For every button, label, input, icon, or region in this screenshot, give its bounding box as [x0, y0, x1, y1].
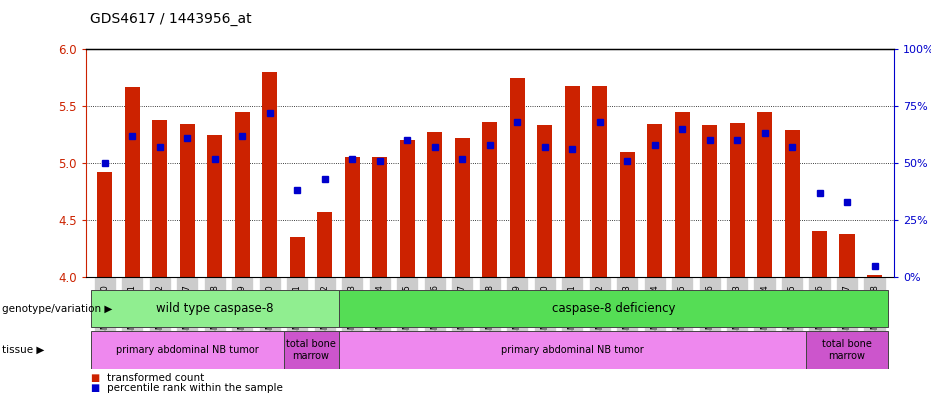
Bar: [284, 331, 339, 369]
Bar: [91, 331, 284, 369]
Bar: [509, 78, 525, 277]
Text: ■: ■: [90, 373, 100, 383]
Bar: [125, 87, 140, 277]
Bar: [98, 172, 113, 277]
Bar: [619, 152, 635, 277]
Bar: [730, 123, 745, 277]
Text: primary abdominal NB tumor: primary abdominal NB tumor: [501, 345, 643, 355]
Text: genotype/variation ▶: genotype/variation ▶: [2, 303, 113, 314]
Text: ■: ■: [90, 383, 100, 393]
Bar: [91, 290, 339, 327]
Bar: [399, 140, 415, 277]
Bar: [537, 125, 552, 277]
Bar: [812, 231, 827, 277]
Text: GDS4617 / 1443956_at: GDS4617 / 1443956_at: [90, 11, 252, 26]
Bar: [482, 122, 497, 277]
Bar: [153, 120, 168, 277]
Text: primary abdominal NB tumor: primary abdominal NB tumor: [116, 345, 259, 355]
Bar: [785, 130, 800, 277]
Bar: [235, 112, 250, 277]
Bar: [290, 237, 304, 277]
Text: total bone
marrow: total bone marrow: [286, 339, 336, 360]
Bar: [592, 86, 607, 277]
Text: caspase-8 deficiency: caspase-8 deficiency: [552, 302, 675, 315]
Bar: [180, 124, 195, 277]
Bar: [208, 134, 223, 277]
Bar: [840, 234, 855, 277]
Bar: [454, 138, 470, 277]
Bar: [702, 125, 717, 277]
Bar: [427, 132, 442, 277]
Text: wild type caspase-8: wild type caspase-8: [156, 302, 274, 315]
Bar: [757, 112, 772, 277]
Bar: [867, 275, 882, 277]
Bar: [675, 112, 690, 277]
Text: total bone
marrow: total bone marrow: [822, 339, 872, 360]
Bar: [344, 157, 359, 277]
Bar: [564, 86, 580, 277]
Bar: [339, 290, 888, 327]
Bar: [806, 331, 888, 369]
Text: tissue ▶: tissue ▶: [2, 345, 45, 355]
Bar: [263, 72, 277, 277]
Text: transformed count: transformed count: [107, 373, 204, 383]
Bar: [372, 157, 387, 277]
Bar: [339, 331, 806, 369]
Bar: [317, 212, 332, 277]
Bar: [647, 124, 662, 277]
Text: percentile rank within the sample: percentile rank within the sample: [107, 383, 283, 393]
